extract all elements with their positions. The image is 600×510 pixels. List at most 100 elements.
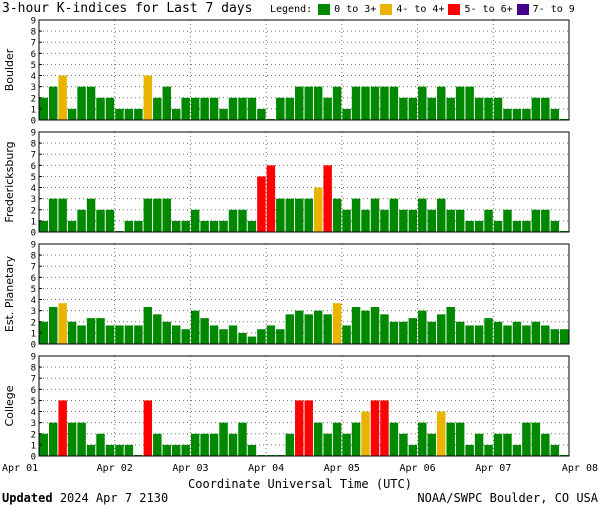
kindex-bar (257, 176, 266, 232)
kindex-bar (550, 329, 560, 344)
kindex-bar (77, 86, 86, 120)
kindex-bar (153, 198, 162, 232)
kindex-bar (162, 198, 171, 232)
y-tick-label: 5 (31, 397, 36, 407)
kindex-bar (455, 422, 465, 456)
kindex-bar (418, 198, 427, 232)
kindex-bar (361, 209, 370, 232)
y-tick-label: 8 (31, 252, 36, 262)
kindex-bar (332, 86, 342, 120)
kindex-bar (446, 307, 455, 344)
y-tick-label: 6 (31, 50, 36, 60)
panel-frame (38, 131, 570, 233)
kindex-bar (408, 444, 418, 456)
kindex-bar (48, 307, 58, 344)
kindex-bar (219, 108, 228, 120)
kindex-bar (134, 220, 143, 232)
kindex-bar (399, 97, 408, 120)
kindex-bar (437, 198, 446, 232)
kindex-bar (200, 97, 209, 120)
legend-item-storm: 5- to 6+ (448, 4, 513, 15)
kindex-bar (77, 325, 86, 344)
kindex-bar (503, 433, 512, 456)
y-tick-label: 8 (31, 140, 36, 150)
kindex-bar (219, 329, 228, 344)
kindex-bar (181, 329, 190, 344)
kindex-bar (105, 97, 115, 120)
kindex-bar (115, 325, 124, 344)
kindex-bar (77, 422, 86, 456)
kindex-bar (541, 325, 550, 344)
kindex-bar (247, 336, 257, 344)
kindex-bar (531, 97, 541, 120)
kindex-bar (304, 86, 313, 120)
kindex-bar (455, 86, 465, 120)
kindex-bar (67, 220, 77, 232)
chart-title: 3-hour K-indices for Last 7 days (2, 1, 253, 16)
kindex-bar (143, 75, 153, 120)
kindex-bar (86, 318, 96, 344)
kindex-bar (503, 209, 512, 232)
legend-swatch-purple (516, 4, 529, 15)
kindex-bar (190, 310, 200, 344)
kindex-bar (247, 220, 257, 232)
y-tick-label: 7 (31, 39, 36, 49)
kindex-bar (512, 108, 522, 120)
kindex-bar (238, 97, 247, 120)
x-tick-label: Apr 03 (172, 463, 208, 474)
kindex-bar (295, 310, 304, 344)
kindex-bar (522, 325, 531, 344)
kindex-bar (219, 422, 228, 456)
legend-swatch-red (448, 4, 461, 15)
kindex-bar (370, 307, 380, 344)
kindex-bar (446, 97, 455, 120)
kindex-bar (351, 422, 361, 456)
kindex-bar (295, 198, 304, 232)
y-tick-label: 5 (31, 285, 36, 295)
kindex-bar (484, 318, 493, 344)
y-tick-label: 5 (31, 61, 36, 71)
y-tick-label: 2 (31, 94, 36, 104)
kindex-bar (266, 325, 276, 344)
y-tick-label: 7 (31, 263, 36, 273)
x-tick-label: Apr 01 (2, 463, 38, 474)
panel-label: Fredericksburg (3, 141, 16, 222)
kindex-bar (209, 220, 219, 232)
kindex-bar (48, 422, 58, 456)
kindex-bar (67, 321, 77, 344)
kindex-bar (437, 86, 446, 120)
kindex-bar (276, 97, 285, 120)
y-tick-label: 2 (31, 318, 36, 328)
kindex-bar (522, 422, 531, 456)
kindex-bar (332, 303, 342, 344)
kindex-bar (493, 433, 503, 456)
kindex-bar (455, 321, 465, 344)
kindex-bar (503, 108, 512, 120)
kindex-bar (285, 198, 295, 232)
kindex-bar (58, 75, 67, 120)
y-tick-label: 1 (31, 441, 36, 451)
y-tick-label: 0 (31, 453, 36, 463)
kindex-bar (313, 310, 323, 344)
kindex-bar (143, 198, 153, 232)
kindex-bar (427, 97, 436, 120)
panel-frame (38, 355, 570, 457)
y-tick-label: 3 (31, 419, 36, 429)
kindex-bar (238, 332, 247, 344)
kindex-bar (209, 97, 219, 120)
x-tick-label: Apr 06 (400, 463, 436, 474)
kindex-bar (484, 444, 493, 456)
kindex-bar (323, 97, 332, 120)
kindex-bar (143, 307, 153, 344)
y-tick-label: 6 (31, 162, 36, 172)
y-tick-label: 9 (31, 129, 36, 139)
kindex-bar (190, 97, 200, 120)
kindex-bar (257, 329, 266, 344)
kindex-bar (418, 86, 427, 120)
kindex-bar (522, 220, 531, 232)
legend-text: 0 to 3+ (334, 4, 377, 15)
legend: Legend: 0 to 3+ 4- to 4+ 5- to 6+ 7- to … (270, 4, 579, 15)
kindex-bar (58, 303, 67, 344)
kindex-bar (351, 198, 361, 232)
kindex-bar (541, 97, 550, 120)
